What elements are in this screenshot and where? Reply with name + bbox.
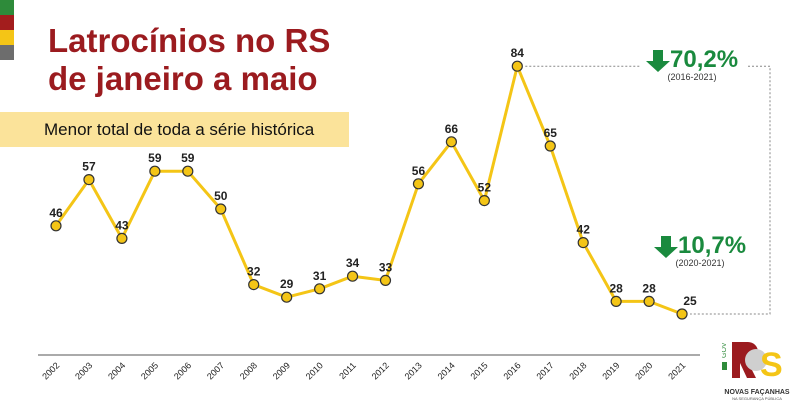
- title-line-1: Latrocínios no RS: [48, 22, 331, 59]
- data-point: [215, 203, 227, 215]
- x-tick-label: 2004: [106, 360, 127, 381]
- data-point: [346, 270, 359, 282]
- x-tick-label: 2018: [567, 360, 588, 381]
- flag-stripe-red: [0, 15, 14, 30]
- x-tick-label: 2013: [403, 360, 424, 381]
- down-arrow-icon: [654, 235, 678, 258]
- flag-stripe-gray: [0, 45, 14, 60]
- data-label: 32: [247, 265, 261, 279]
- data-label: 65: [544, 126, 558, 140]
- data-point: [149, 165, 161, 177]
- x-tick-label: 2002: [40, 360, 61, 381]
- data-label: 59: [181, 151, 195, 165]
- svg-text:GOV: GOV: [722, 342, 728, 358]
- x-tick-label: 2011: [337, 360, 358, 381]
- data-label: 42: [577, 223, 591, 237]
- data-label: 84: [511, 46, 525, 60]
- x-tick-label: 2009: [271, 360, 292, 381]
- x-tick-label: 2006: [172, 360, 193, 381]
- x-tick-label: 2017: [534, 360, 555, 381]
- reference-line-2021: [690, 65, 771, 315]
- chart-title: Latrocínios no RS de janeiro a maio: [48, 22, 330, 98]
- x-tick-label: 2015: [469, 360, 490, 381]
- data-point: [643, 295, 655, 307]
- data-point: [248, 279, 260, 291]
- annotation-period: (2016-2021): [667, 72, 717, 82]
- data-point: [577, 237, 589, 249]
- data-point: [544, 140, 556, 152]
- x-tick-label: 2010: [304, 360, 325, 381]
- data-point: [478, 195, 490, 207]
- x-tick-label: 2020: [633, 360, 654, 381]
- x-tick-label: 2007: [205, 360, 226, 381]
- series-line: [54, 64, 683, 316]
- data-point: [281, 291, 293, 303]
- data-label: 34: [346, 256, 360, 270]
- data-label: 43: [115, 218, 129, 232]
- annotation-2020-2021: 10,7% (2020-2021): [654, 232, 746, 268]
- data-point: [412, 178, 425, 190]
- x-tick-label: 2008: [238, 360, 259, 381]
- data-label: 46: [49, 206, 63, 220]
- subtitle: Menor total de toda a série histórica: [44, 120, 315, 139]
- data-point: [511, 60, 523, 72]
- x-tick-label: 2005: [139, 360, 160, 381]
- title-line-2: de janeiro a maio: [48, 60, 318, 97]
- data-point: [83, 174, 95, 186]
- x-tick-label: 2012: [370, 360, 391, 381]
- data-point: [379, 274, 392, 286]
- annotation-period: (2020-2021): [675, 258, 725, 268]
- flag-stripe-green: [0, 0, 14, 15]
- data-label: 28: [642, 281, 656, 295]
- data-label: 56: [412, 164, 426, 178]
- data-label: 52: [478, 181, 492, 195]
- data-point: [314, 283, 326, 295]
- x-tick-label: 2021: [666, 360, 687, 381]
- data-label: 57: [82, 160, 96, 174]
- data-point: [676, 308, 688, 320]
- logo: GOV S NOVAS FAÇANHAS NA SEGURANÇA PÚBLICA: [721, 338, 792, 408]
- x-tick-label: 2019: [600, 360, 621, 381]
- x-tick-label: 2014: [436, 360, 457, 381]
- down-arrow-icon: [646, 49, 670, 72]
- annotation-value: 70,2%: [670, 46, 739, 73]
- annotation-value: 10,7%: [678, 232, 747, 259]
- data-point: [610, 295, 622, 307]
- data-label: 66: [445, 122, 459, 136]
- data-label: 29: [280, 277, 294, 291]
- data-label: 31: [313, 269, 327, 283]
- data-label: 50: [214, 189, 228, 203]
- subtitle-banner: Menor total de toda a série histórica: [0, 112, 349, 147]
- logo-subtext: NA SEGURANÇA PÚBLICA: [732, 396, 782, 401]
- data-label: 25: [683, 294, 697, 308]
- data-point: [116, 232, 128, 244]
- flag-stripe-yellow: [0, 30, 14, 45]
- data-label: 28: [609, 281, 623, 295]
- data-point: [50, 220, 62, 232]
- annotation-2016-2021: 70,2% (2016-2021): [646, 46, 738, 82]
- x-tick-label: 2016: [501, 360, 522, 381]
- logo-text: NOVAS FAÇANHAS: [724, 389, 790, 396]
- data-label: 59: [148, 151, 162, 165]
- data-point: [182, 165, 194, 177]
- data-label: 33: [379, 260, 393, 274]
- svg-text:S: S: [760, 346, 783, 384]
- data-point: [445, 136, 457, 148]
- x-tick-label: 2003: [73, 360, 94, 381]
